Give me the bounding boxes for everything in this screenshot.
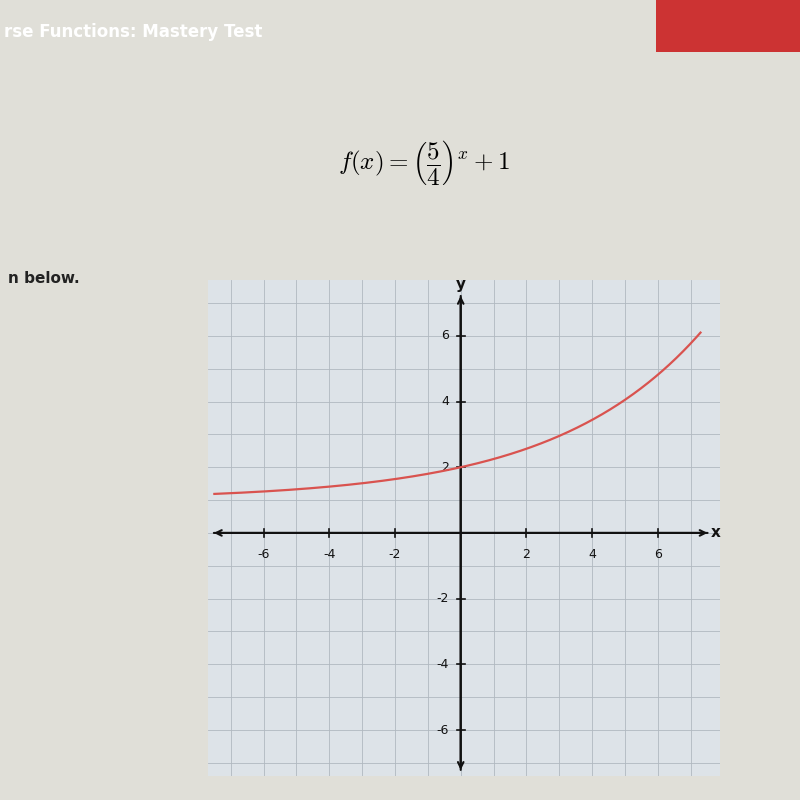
- Text: -4: -4: [323, 548, 335, 561]
- Text: -6: -6: [437, 723, 450, 737]
- Text: -6: -6: [258, 548, 270, 561]
- Text: 4: 4: [588, 548, 596, 561]
- Text: x: x: [710, 526, 720, 541]
- Text: y: y: [456, 278, 466, 293]
- Text: n below.: n below.: [8, 271, 80, 286]
- Text: rse Functions: Mastery Test: rse Functions: Mastery Test: [4, 23, 262, 42]
- Text: $f(x) = \left(\dfrac{5}{4}\right)^x + 1$: $f(x) = \left(\dfrac{5}{4}\right)^x + 1$: [338, 138, 510, 187]
- Text: -2: -2: [437, 592, 450, 605]
- Text: 2: 2: [442, 461, 450, 474]
- Text: 6: 6: [654, 548, 662, 561]
- Text: 6: 6: [442, 330, 450, 342]
- Text: -2: -2: [389, 548, 402, 561]
- Text: 2: 2: [522, 548, 530, 561]
- Text: 4: 4: [442, 395, 450, 408]
- Bar: [656, 0, 800, 52]
- Text: -4: -4: [437, 658, 450, 671]
